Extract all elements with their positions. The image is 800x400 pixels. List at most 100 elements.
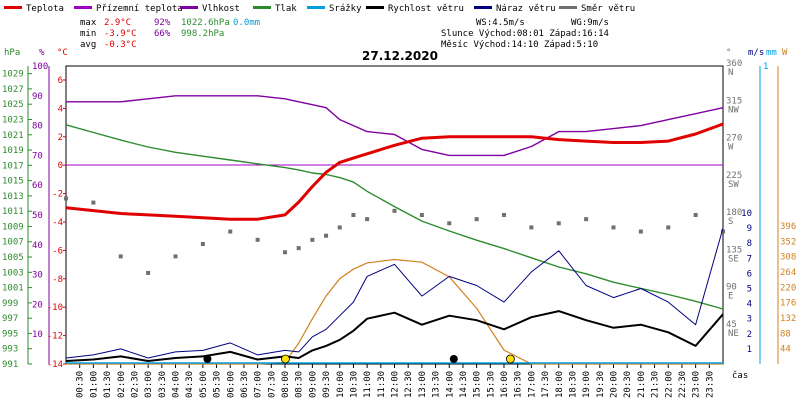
wind-direction-point <box>693 213 698 217</box>
x-tick-label: 13:30 <box>432 371 442 398</box>
x-axis-label: čas <box>732 370 748 381</box>
x-tick-label: 22:00 <box>664 371 674 398</box>
hpa-tick-label: 1001 <box>2 284 24 294</box>
sun-event-marker <box>505 354 515 364</box>
legend-smer-vetru: Směr větru <box>559 4 635 14</box>
hpa-tick-label: 1017 <box>2 161 24 171</box>
series-line-vlhkost <box>66 95 724 157</box>
x-tick-label: 18:00 <box>555 371 565 398</box>
hpa-tick-label: 999 <box>2 299 18 309</box>
legend-label-rychlost-vetru: Rychlost větru <box>388 4 464 14</box>
x-tick-label: 17:30 <box>541 371 551 398</box>
pct-tick-label: 100 <box>32 62 48 72</box>
w-tick-label: 88 <box>780 329 791 339</box>
dir-tick-compass: NE <box>728 329 739 339</box>
hpa-tick-label: 1025 <box>2 100 24 110</box>
axis-unit-hpa: hPa <box>4 48 20 58</box>
wind-direction-point <box>228 229 233 234</box>
series-line-tlak <box>65 124 724 310</box>
x-tick-label: 15:00 <box>473 371 483 398</box>
stat-min-hum: 66% <box>154 29 171 39</box>
x-tick-label: 22:30 <box>678 371 688 398</box>
dir-tick-label: 225 <box>726 171 742 181</box>
x-tick-label: 08:00 <box>281 371 291 398</box>
x-tick-label: 07:00 <box>254 371 264 398</box>
wind-direction-point <box>173 254 178 259</box>
ms-tick-label: 5 <box>747 285 752 295</box>
w-tick-label: 396 <box>780 222 796 232</box>
wind-direction-point <box>310 237 315 242</box>
wind-direction-point <box>447 221 452 226</box>
wind-direction-point <box>337 225 342 230</box>
w-tick-label: 264 <box>780 268 796 278</box>
hpa-tick-label: 1011 <box>2 207 24 217</box>
x-tick-label: 08:30 <box>295 371 305 398</box>
hpa-tick-label: 1013 <box>2 192 24 202</box>
wind-direction-point <box>392 208 397 213</box>
x-tick-label: 16:00 <box>500 371 510 398</box>
axis-ticks: 1029102710251023102110191017101510131011… <box>2 59 796 398</box>
dir-tick-label: 315 <box>726 96 742 106</box>
ms-tick-label: 4 <box>747 300 752 310</box>
sun-moon-markers <box>203 354 515 364</box>
dir-tick-label: 45 <box>726 320 737 330</box>
pct-tick-label: 60 <box>32 181 43 191</box>
ms-tick-label: 2 <box>747 330 752 340</box>
x-tick-label: 10:00 <box>336 371 346 398</box>
x-tick-label: 14:00 <box>445 371 455 398</box>
legend-label-teplota: Teplota <box>26 4 64 14</box>
c-tick-label: 2 <box>58 133 63 143</box>
c-tick-label: -6 <box>52 246 63 256</box>
wind-direction-point <box>283 250 287 255</box>
c-tick-label: -12 <box>47 332 63 342</box>
hpa-tick-label: 1007 <box>2 238 24 248</box>
ms-tick-label: 8 <box>747 239 752 249</box>
w-tick-label: 220 <box>780 283 796 293</box>
x-tick-label: 01:00 <box>89 371 99 398</box>
hpa-tick-label: 997 <box>2 314 18 324</box>
wind-direction-point <box>351 213 356 217</box>
x-tick-label: 23:30 <box>705 371 715 398</box>
x-tick-label: 09:30 <box>322 371 332 398</box>
ms-tick-label: 10 <box>741 209 752 219</box>
wind-direction-point <box>556 221 561 226</box>
stat-min-temp: -3.9°C <box>104 29 137 39</box>
ms-tick-label: 7 <box>747 254 752 264</box>
legend-swatch-prizemni-teplota <box>74 6 92 9</box>
x-tick-label: 01:30 <box>103 371 113 398</box>
series-line-teplota <box>65 122 724 221</box>
wind-direction-point <box>146 270 151 275</box>
hpa-tick-label: 1027 <box>2 85 24 95</box>
pct-tick-label: 70 <box>32 151 43 161</box>
axis-unit-mm: mm <box>766 48 777 58</box>
axis-unit-wm: W <box>782 48 788 58</box>
legend-prizemni-teplota: Přízemní teplota <box>74 4 183 14</box>
c-tick-label: -2 <box>52 190 63 200</box>
legend-label-tlak: Tlak <box>275 4 297 14</box>
legend-rychlost-vetru: Rychlost větru <box>366 4 464 14</box>
series-line-rychlost-v-tru <box>65 310 724 362</box>
wind-direction-point <box>638 229 643 234</box>
x-tick-label: 06:00 <box>226 371 236 398</box>
stat-avg-label: avg <box>80 40 96 50</box>
stat-max-temp: 2.9°C <box>104 18 131 28</box>
wind-direction-point <box>419 213 424 217</box>
x-tick-label: 19:30 <box>596 371 606 398</box>
dir-tick-label: 180 <box>726 208 742 218</box>
wind-direction-point <box>721 229 725 234</box>
dir-tick-compass: S <box>728 217 733 227</box>
stat-max-hum: 92% <box>154 18 171 28</box>
x-tick-label: 02:00 <box>117 371 127 398</box>
pct-tick-label: 40 <box>32 241 43 251</box>
w-tick-label: 352 <box>780 237 796 247</box>
dir-tick-label: 270 <box>726 134 742 144</box>
series-line-n-raz-v-tru <box>65 227 724 359</box>
hpa-tick-label: 995 <box>2 329 18 339</box>
legend-label-prizemni-teplota: Přízemní teplota <box>96 4 183 14</box>
legend-swatch-tlak <box>253 6 271 9</box>
legend-swatch-naraz-vetru <box>474 6 492 9</box>
hpa-tick-label: 1023 <box>2 115 24 125</box>
ms-tick-label: 9 <box>747 224 752 234</box>
